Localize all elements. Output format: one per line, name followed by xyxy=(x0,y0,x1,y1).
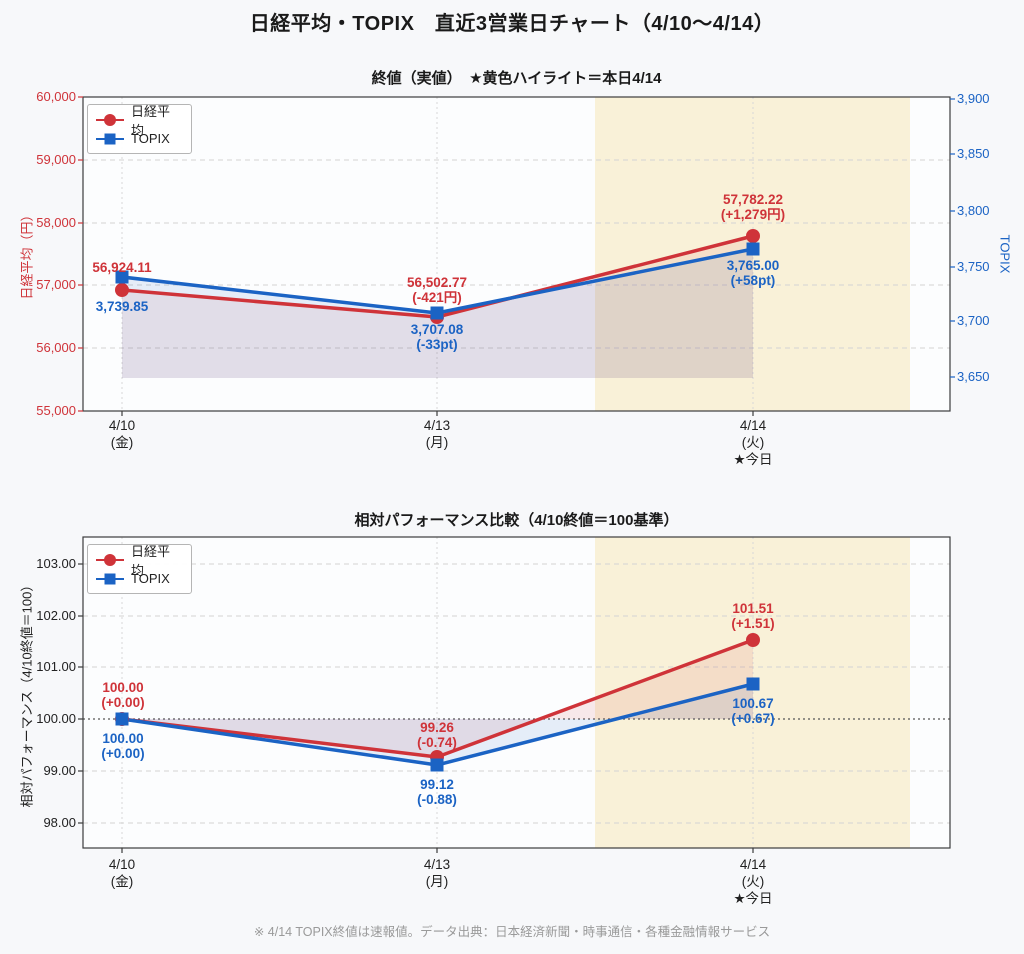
c2-x-tick-marks xyxy=(121,848,754,853)
c2-legend: 日経平均 TOPIX xyxy=(87,544,192,594)
page-title: 日経平均・TOPIX 直近3営業日チャート（4/10〜4/14） xyxy=(249,13,775,35)
topix-line-marker-icon xyxy=(96,572,124,586)
c2-ytick: 100.00 xyxy=(36,711,76,726)
c2-axes-spines xyxy=(82,536,951,849)
c1-ytick-right: 3,700 xyxy=(957,313,990,328)
c1-topix-annotation: 3,765.00 (+58pt) xyxy=(726,258,780,288)
c2-xtick: 4/10 (金) xyxy=(108,857,136,889)
c2-ytick: 99.00 xyxy=(43,763,76,778)
c1-plot xyxy=(78,96,955,416)
c1-grid-horizontal xyxy=(83,159,950,349)
c2-nikkei-annotation: 101.51 (+1.51) xyxy=(731,601,775,631)
c2-left-tick-marks xyxy=(78,563,83,824)
c1-x-tick-marks xyxy=(121,411,754,416)
c1-legend: 日経平均 TOPIX xyxy=(87,104,192,154)
c2-topix-area-fill xyxy=(122,684,753,765)
c2-topix-annotation: 100.00 (+0.00) xyxy=(101,731,145,761)
c1-legend-item-topix: TOPIX xyxy=(96,129,182,148)
c1-topix-annotation: 3,707.08 (-33pt) xyxy=(410,322,464,352)
c1-nikkei-annotation: 56,502.77 (-421円) xyxy=(406,275,468,305)
c2-ytick: 98.00 xyxy=(43,815,76,830)
c1-ytick-right: 3,650 xyxy=(957,369,990,384)
c1-axes-spines xyxy=(82,96,951,412)
c1-ytick-right: 3,800 xyxy=(957,203,990,218)
c1-ytick-right: 3,850 xyxy=(957,146,990,161)
c1-ytick-left: 55,000 xyxy=(36,403,76,418)
c2-nikkei-annotation: 99.26 (-0.74) xyxy=(417,720,457,750)
c1-nikkei-area-fill xyxy=(122,236,753,378)
c2-ylabel: 相対パフォーマンス（4/10終値＝100） xyxy=(19,578,35,808)
c1-topix-annotation: 3,739.85 xyxy=(95,299,149,314)
c1-legend-item-nikkei: 日経平均 xyxy=(96,104,182,138)
c2-ytick: 101.00 xyxy=(36,659,76,674)
c2-nikkei-area-fill xyxy=(122,640,753,757)
c2-legend-item-topix: TOPIX xyxy=(96,569,182,588)
c1-ytick-left: 57,000 xyxy=(36,277,76,292)
c2-ytick: 102.00 xyxy=(36,608,76,623)
c2-xtick: 4/14 (火) ★今日 xyxy=(733,857,773,906)
c1-ylabel-left: 日経平均（円） xyxy=(19,208,35,300)
c1-xtick: 4/14 (火) ★今日 xyxy=(733,418,773,467)
c2-topix-annotation: 99.12 (-0.88) xyxy=(417,777,457,807)
c1-title: 終値（実値） ★黄色ハイライト＝本日4/14 xyxy=(371,70,662,87)
nikkei-line-marker-icon xyxy=(96,113,124,127)
c2-xtick: 4/13 (月) xyxy=(423,857,451,889)
c1-ytick-right: 3,750 xyxy=(957,259,990,274)
c1-nikkei-annotation: 56,924.11 xyxy=(92,260,152,275)
c1-ylabel-right: TOPIX xyxy=(997,234,1013,274)
data-source-footnote: ※ 4/14 TOPIX終値は速報値。データ出典：日本経済新聞・時事通信・各種金… xyxy=(253,925,771,939)
c2-plot xyxy=(78,536,951,853)
c1-ytick-left: 60,000 xyxy=(36,89,76,104)
c1-right-tick-marks xyxy=(950,98,955,378)
c2-legend-item-nikkei: 日経平均 xyxy=(96,544,182,578)
c2-topix-annotation: 100.67 (+0.67) xyxy=(731,696,775,726)
c1-xtick: 4/10 (金) xyxy=(108,418,136,450)
c2-topix-markers xyxy=(115,677,760,772)
c2-grid-horizontal xyxy=(83,563,950,824)
c2-nikkei-annotation: 100.00 (+0.00) xyxy=(101,680,145,710)
c1-ytick-left: 59,000 xyxy=(36,152,76,167)
c1-nikkei-annotation: 57,782.22 (+1,279円) xyxy=(720,192,786,222)
nikkei-line-marker-icon xyxy=(96,553,124,567)
c1-ytick-right: 3,900 xyxy=(957,91,990,106)
c1-ytick-left: 56,000 xyxy=(36,340,76,355)
c2-ytick: 103.00 xyxy=(36,556,76,571)
c1-left-tick-marks xyxy=(78,96,83,412)
topix-line-marker-icon xyxy=(96,132,124,146)
c1-ytick-left: 58,000 xyxy=(36,215,76,230)
c1-xtick: 4/13 (月) xyxy=(423,418,451,450)
c2-title: 相対パフォーマンス比較（4/10終値＝100基準） xyxy=(354,512,679,529)
c1-topix-markers xyxy=(115,242,760,320)
